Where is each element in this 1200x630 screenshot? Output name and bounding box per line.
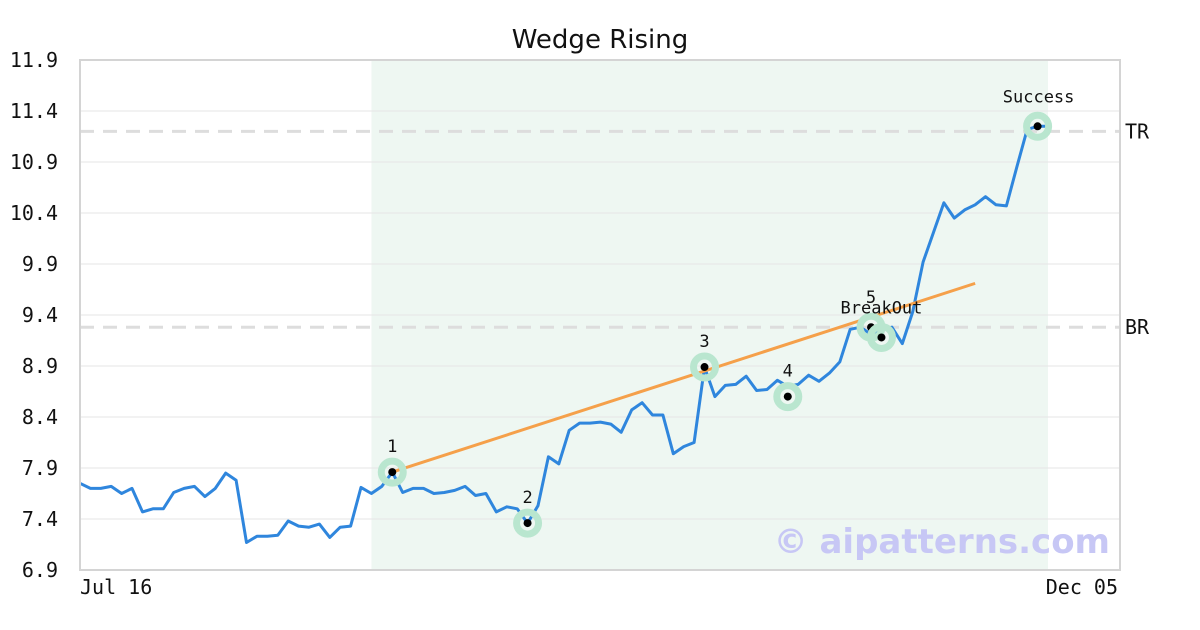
level-lines: TR BR xyxy=(80,119,1150,339)
y-tick-label: 10.9 xyxy=(10,150,58,174)
point-halo xyxy=(690,352,720,382)
y-axis-ticks: 11.9 11.4 10.9 10.4 9.9 9.4 8.9 8.4 7.9 7.4 6.9 xyxy=(10,48,58,582)
point-halo xyxy=(377,457,407,487)
point-label: 5 xyxy=(866,288,876,308)
point-dot xyxy=(1033,122,1042,131)
y-tick-label: 6.9 xyxy=(22,558,58,582)
y-tick-label: 8.4 xyxy=(22,405,58,429)
point-dot xyxy=(388,468,397,477)
grid-lines xyxy=(80,110,1120,520)
point-label: 2 xyxy=(522,488,532,508)
point-halo xyxy=(773,382,803,412)
y-tick-label: 7.9 xyxy=(22,456,58,480)
plot-frame xyxy=(79,59,1121,571)
point-halo xyxy=(513,508,543,538)
x-tick-end: Dec 05 xyxy=(1046,575,1118,599)
level-label-tr: TR xyxy=(1125,119,1150,143)
y-tick-label: 7.4 xyxy=(22,507,58,531)
point-label: 1 xyxy=(387,437,397,457)
y-tick-label: 11.4 xyxy=(10,99,58,123)
watermark: © aipatterns.com xyxy=(774,522,1110,562)
y-tick-label: 9.9 xyxy=(22,252,58,276)
y-tick-label: 8.9 xyxy=(22,354,58,378)
point-dot xyxy=(523,519,532,528)
x-tick-start: Jul 16 xyxy=(80,575,152,599)
y-tick-label: 11.9 xyxy=(10,48,58,72)
point-label: 4 xyxy=(783,362,793,382)
y-tick-label: 9.4 xyxy=(22,303,58,327)
point-halo xyxy=(1023,111,1053,141)
chart-title: Wedge Rising xyxy=(512,25,689,55)
point-label: BreakOut xyxy=(841,298,923,318)
point-label: Success xyxy=(1003,87,1075,107)
point-dot xyxy=(783,392,792,401)
point-dot xyxy=(700,363,709,372)
level-label-br: BR xyxy=(1125,315,1150,339)
point-label: 3 xyxy=(699,332,709,352)
point-dot xyxy=(877,333,886,342)
point-halo xyxy=(866,322,896,352)
y-tick-label: 10.4 xyxy=(10,201,58,225)
